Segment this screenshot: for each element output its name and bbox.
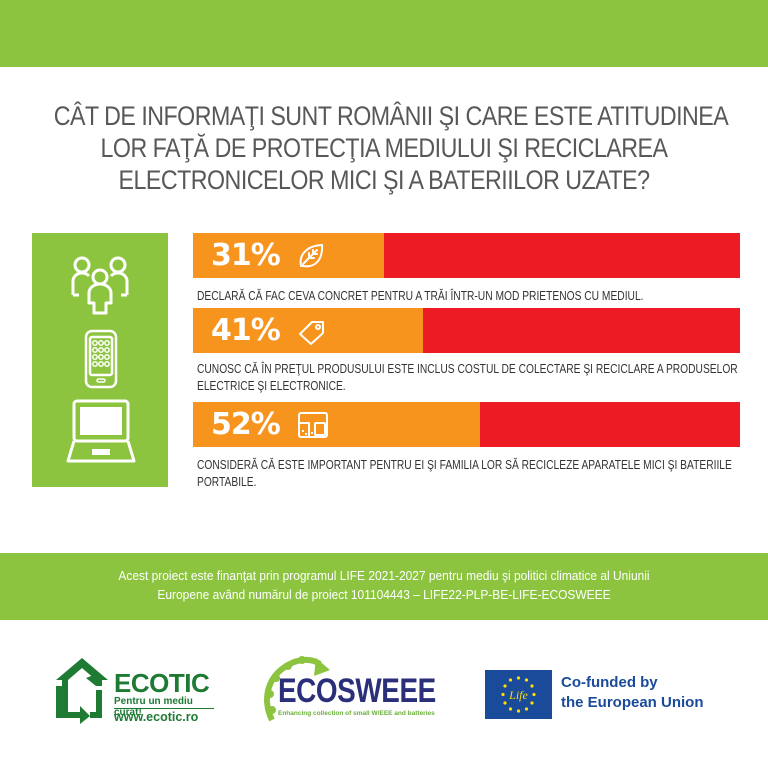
collection-arc-icon xyxy=(264,656,330,722)
ecosweee-logo: ECOSWEEE Enhancing collection of small W… xyxy=(258,654,438,726)
ecotic-name: ECOTIC xyxy=(114,668,210,698)
stat-percent: 31% xyxy=(211,238,281,273)
stat-percent: 41% xyxy=(211,313,281,348)
stat-description: CUNOSC CĂ ÎN PREŢUL PRODUSULUI ESTE INCL… xyxy=(197,362,738,393)
ecosweee-name: ECOSWEEE xyxy=(278,672,436,710)
ecotic-logo: ECOTIC Pentru un mediu curat! www.ecotic… xyxy=(52,654,222,726)
people-group-icon xyxy=(71,256,129,315)
eu-line-1: Co-funded by xyxy=(561,674,658,691)
ecotic-url: www.ecotic.ro xyxy=(114,710,199,724)
stat-bar-fill xyxy=(193,308,423,353)
footer-green-band xyxy=(0,553,768,620)
recycle-house-icon xyxy=(56,658,108,724)
page-title: CÂT DE INFORMAŢI SUNT ROMÂNII ŞI CARE ES… xyxy=(53,100,729,196)
eu-cofunded-text: Co-funded by the European Union xyxy=(561,673,704,713)
title-line: ELECTRONICELOR MICI ŞI A BATERIILOR UZAT… xyxy=(118,165,651,195)
svg-text:Life: Life xyxy=(508,688,528,702)
eu-cofunded-logo: Life Co-funded by the European Union xyxy=(485,670,745,720)
eu-line-2: the European Union xyxy=(561,694,704,711)
funding-note: Acest proiect este finanţat prin program… xyxy=(0,566,768,604)
stat-bar-fill xyxy=(193,233,385,278)
stat-percent: 52% xyxy=(211,407,281,442)
stat-bar-3: 52% xyxy=(193,402,740,447)
devices-icon xyxy=(298,412,328,438)
top-green-band xyxy=(0,0,768,67)
mobile-phone-icon xyxy=(84,329,118,389)
price-tag-icon xyxy=(299,321,324,345)
stat-bar-fill xyxy=(193,402,481,447)
title-line: CÂT DE INFORMAŢI SUNT ROMÂNII ŞI CARE ES… xyxy=(53,101,729,131)
funding-line: Europene având numărul de proiect 101104… xyxy=(157,587,611,602)
stat-description: DECLARĂ CĂ FAC CEVA CONCRET PENTRU A TRĂ… xyxy=(197,289,644,303)
title-line: LOR FAŢĂ DE PROTECŢIA MEDIULUI ŞI RECICL… xyxy=(100,133,668,163)
icon-panel xyxy=(32,233,168,487)
laptop-icon xyxy=(66,399,136,463)
ecotic-slogan: Pentru un mediu curat! xyxy=(114,696,193,718)
ecosweee-tagline: Enhancing collection of small W/EEE and … xyxy=(278,710,435,717)
funding-line: Acest proiect este finanţat prin program… xyxy=(118,568,650,583)
stat-bar-2: 41% xyxy=(193,308,740,353)
divider xyxy=(114,708,214,709)
stat-description: CONSIDERĂ CĂ ESTE IMPORTANT PENTRU EI ŞI… xyxy=(197,458,732,489)
eu-flag-icon: Life xyxy=(485,670,552,719)
leaf-icon xyxy=(299,243,324,268)
stat-bar-1: 31% xyxy=(193,233,740,278)
